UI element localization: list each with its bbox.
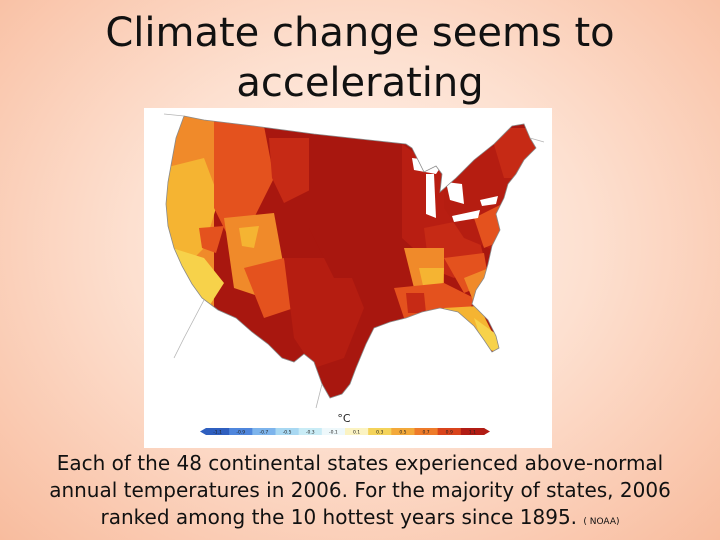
colorbar-tick-label: -0.7 xyxy=(260,430,269,436)
region-new-mexico-texas xyxy=(284,258,364,368)
colorbar-tick-label: 0.5 xyxy=(399,430,406,436)
colorbar-swatch xyxy=(252,428,276,435)
colorbar-tick-label: 1.1 xyxy=(469,430,476,436)
colorbar-swatch xyxy=(275,428,300,435)
colorbar: -1.1 -0.9 -0.7 -0.5 -0.3 -0.1 0.1 0.3 0.5 0.7 0.9 1… xyxy=(200,428,490,436)
unit-label: °C xyxy=(337,412,351,425)
colorbar-tick-label: 0.7 xyxy=(422,430,429,436)
colorbar-tick-label: -0.1 xyxy=(329,430,338,436)
region-utah-west xyxy=(239,226,259,248)
colorbar-swatch xyxy=(321,428,346,435)
colorbar-tick-label: 0.3 xyxy=(376,430,383,436)
colorbar-tick-label: -1.1 xyxy=(213,430,222,436)
colorbar-tick-label: -0.5 xyxy=(283,430,292,436)
colorbar-arrow-right xyxy=(484,428,490,435)
colorbar-swatch xyxy=(345,428,369,435)
colorbar-tick-label: -0.3 xyxy=(306,430,315,436)
colorbar-swatch xyxy=(437,428,462,435)
neighbor-borders xyxy=(163,113,545,409)
colorbar-tick-label: 0.1 xyxy=(353,430,360,436)
lake-huron xyxy=(446,182,464,204)
colorbar-swatch xyxy=(298,428,323,435)
lake-superior xyxy=(412,158,444,174)
us-outline xyxy=(165,115,537,399)
region-great-plains xyxy=(309,134,404,278)
us-temperature-map: °C -1.1 -0.9 -0.7 -0.5 -0.3 -0.1 0.1 0.3 0.5 0.7 0… xyxy=(144,108,552,448)
region-arizona xyxy=(244,258,294,318)
colorbar-swatch xyxy=(414,428,439,435)
colorbar-swatch xyxy=(368,428,392,435)
source-note: ( NOAA) xyxy=(583,517,620,527)
map-svg: °C -1.1 -0.9 -0.7 -0.5 -0.3 -0.1 0.1 0.3 0.5 0.7 0… xyxy=(163,113,545,436)
region-florida-peninsula xyxy=(474,318,500,352)
colorbar-swatch xyxy=(460,428,485,435)
colorbar-tick-label: -0.9 xyxy=(236,430,245,436)
colorbar-swatch xyxy=(206,428,230,435)
region-idaho-montana xyxy=(214,118,274,238)
colorbar-swatch xyxy=(391,428,415,435)
region-great-basin-west xyxy=(199,226,224,253)
slide-caption: Each of the 48 continental states experi… xyxy=(20,450,700,536)
slide-title: Climate change seems to accelerating xyxy=(105,10,615,106)
caption-text: Each of the 48 continental states experi… xyxy=(49,451,671,529)
colorbar-swatch xyxy=(229,428,253,435)
colorbar-arrow-left xyxy=(200,428,206,435)
colorbar-tick-label: 0.9 xyxy=(446,430,453,436)
region-mississippi xyxy=(406,293,426,313)
lake-michigan xyxy=(426,174,436,218)
lake-ontario xyxy=(480,196,498,206)
region-wyoming xyxy=(269,138,314,203)
lake-erie xyxy=(452,210,480,222)
region-california-south xyxy=(172,248,224,308)
